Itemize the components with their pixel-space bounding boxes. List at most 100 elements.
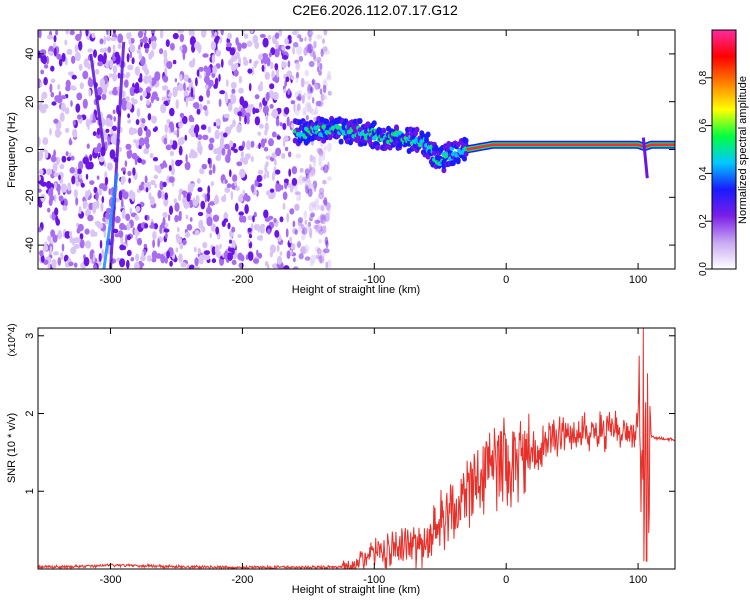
- noise-speckle: [245, 112, 251, 118]
- noise-speckle: [178, 122, 183, 129]
- noise-speckle: [320, 48, 324, 57]
- noise-speckle: [271, 131, 277, 138]
- noise-speckle: [295, 71, 300, 79]
- noise-speckle: [38, 175, 42, 181]
- noise-speckle: [302, 107, 307, 114]
- noise-speckle: [109, 120, 113, 128]
- noise-speckle: [70, 85, 76, 90]
- spectrogram-x-tick-label: -200: [231, 274, 253, 286]
- noise-speckle: [103, 161, 107, 167]
- noise-speckle: [99, 78, 106, 88]
- noise-speckle: [91, 32, 96, 39]
- noise-speckle: [324, 236, 329, 246]
- noise-speckle: [143, 136, 150, 145]
- noise-speckle: [227, 32, 233, 40]
- noise-speckle: [238, 87, 244, 94]
- noise-speckle: [151, 30, 156, 34]
- noise-speckle: [114, 215, 121, 224]
- spectrogram-y-tick-label: 20: [24, 96, 36, 108]
- noise-speckle: [210, 41, 216, 51]
- noise-speckle: [310, 171, 315, 177]
- noise-speckle: [215, 49, 221, 57]
- ridge-halo: [357, 118, 363, 124]
- noise-speckle: [254, 94, 260, 100]
- noise-speckle: [175, 99, 179, 110]
- noise-speckle: [294, 229, 298, 235]
- noise-speckle: [223, 113, 230, 119]
- noise-speckle: [199, 103, 203, 112]
- noise-speckle: [327, 142, 332, 152]
- noise-speckle: [281, 61, 287, 69]
- noise-streak: [102, 173, 119, 269]
- noise-speckle: [166, 250, 171, 259]
- noise-speckle: [153, 223, 158, 230]
- spectrogram-y-tick-label: 40: [24, 48, 36, 60]
- noise-speckle: [314, 198, 320, 204]
- noise-speckle: [264, 129, 268, 136]
- noise-speckle: [151, 80, 155, 87]
- noise-speckle: [138, 184, 144, 191]
- noise-speckle: [39, 250, 44, 257]
- noise-speckle: [264, 122, 269, 132]
- noise-speckle: [192, 57, 196, 66]
- noise-speckle: [92, 131, 97, 137]
- noise-speckle: [162, 75, 169, 83]
- noise-speckle: [55, 156, 61, 166]
- noise-speckle: [297, 89, 302, 95]
- noise-speckle: [78, 160, 84, 171]
- noise-speckle: [294, 203, 300, 211]
- noise-speckle: [86, 143, 90, 149]
- noise-speckle: [57, 84, 61, 90]
- noise-speckle: [176, 226, 180, 233]
- noise-speckle: [206, 88, 211, 98]
- noise-speckle: [151, 91, 158, 100]
- noise-speckle: [238, 75, 243, 84]
- noise-speckle: [318, 229, 324, 235]
- noise-speckle: [248, 234, 253, 239]
- noise-speckle: [223, 193, 227, 203]
- noise-speckle: [172, 59, 177, 65]
- noise-speckle: [134, 214, 139, 221]
- noise-speckle: [239, 114, 242, 122]
- noise-speckle: [327, 259, 332, 269]
- noise-speckle: [183, 74, 190, 83]
- noise-speckle: [233, 148, 238, 153]
- noise-speckle: [298, 175, 304, 185]
- noise-speckle: [40, 69, 45, 75]
- noise-speckle: [130, 257, 135, 262]
- noise-speckle: [49, 245, 53, 256]
- noise-speckle: [268, 194, 275, 200]
- noise-speckle: [46, 168, 53, 176]
- noise-speckle: [193, 127, 197, 134]
- noise-speckle: [172, 87, 178, 98]
- noise-speckle: [290, 100, 296, 105]
- noise-speckle: [327, 70, 331, 79]
- noise-speckle: [211, 54, 216, 64]
- noise-speckle: [58, 58, 63, 67]
- noise-speckle: [235, 202, 239, 212]
- noise-speckle: [139, 73, 143, 81]
- noise-speckle: [94, 220, 101, 226]
- noise-speckle: [53, 118, 59, 124]
- noise-speckle: [151, 115, 157, 124]
- noise-speckle: [139, 95, 143, 101]
- noise-speckle: [276, 69, 279, 78]
- noise-speckle: [243, 59, 249, 66]
- noise-speckle: [281, 152, 286, 160]
- noise-speckle: [247, 251, 254, 261]
- noise-speckle: [252, 215, 255, 223]
- noise-speckle: [124, 79, 129, 88]
- ridge-halo: [414, 126, 420, 133]
- noise-speckle: [228, 59, 234, 67]
- noise-speckle: [103, 132, 108, 141]
- noise-speckle: [87, 122, 90, 130]
- noise-speckle: [258, 53, 263, 61]
- noise-speckle: [286, 250, 291, 259]
- noise-speckle: [188, 264, 195, 269]
- noise-speckle: [151, 250, 158, 260]
- noise-speckle: [323, 197, 328, 207]
- noise-speckle: [109, 59, 114, 69]
- noise-speckle: [224, 91, 228, 101]
- noise-speckle: [167, 214, 171, 222]
- noise-speckle: [267, 34, 272, 40]
